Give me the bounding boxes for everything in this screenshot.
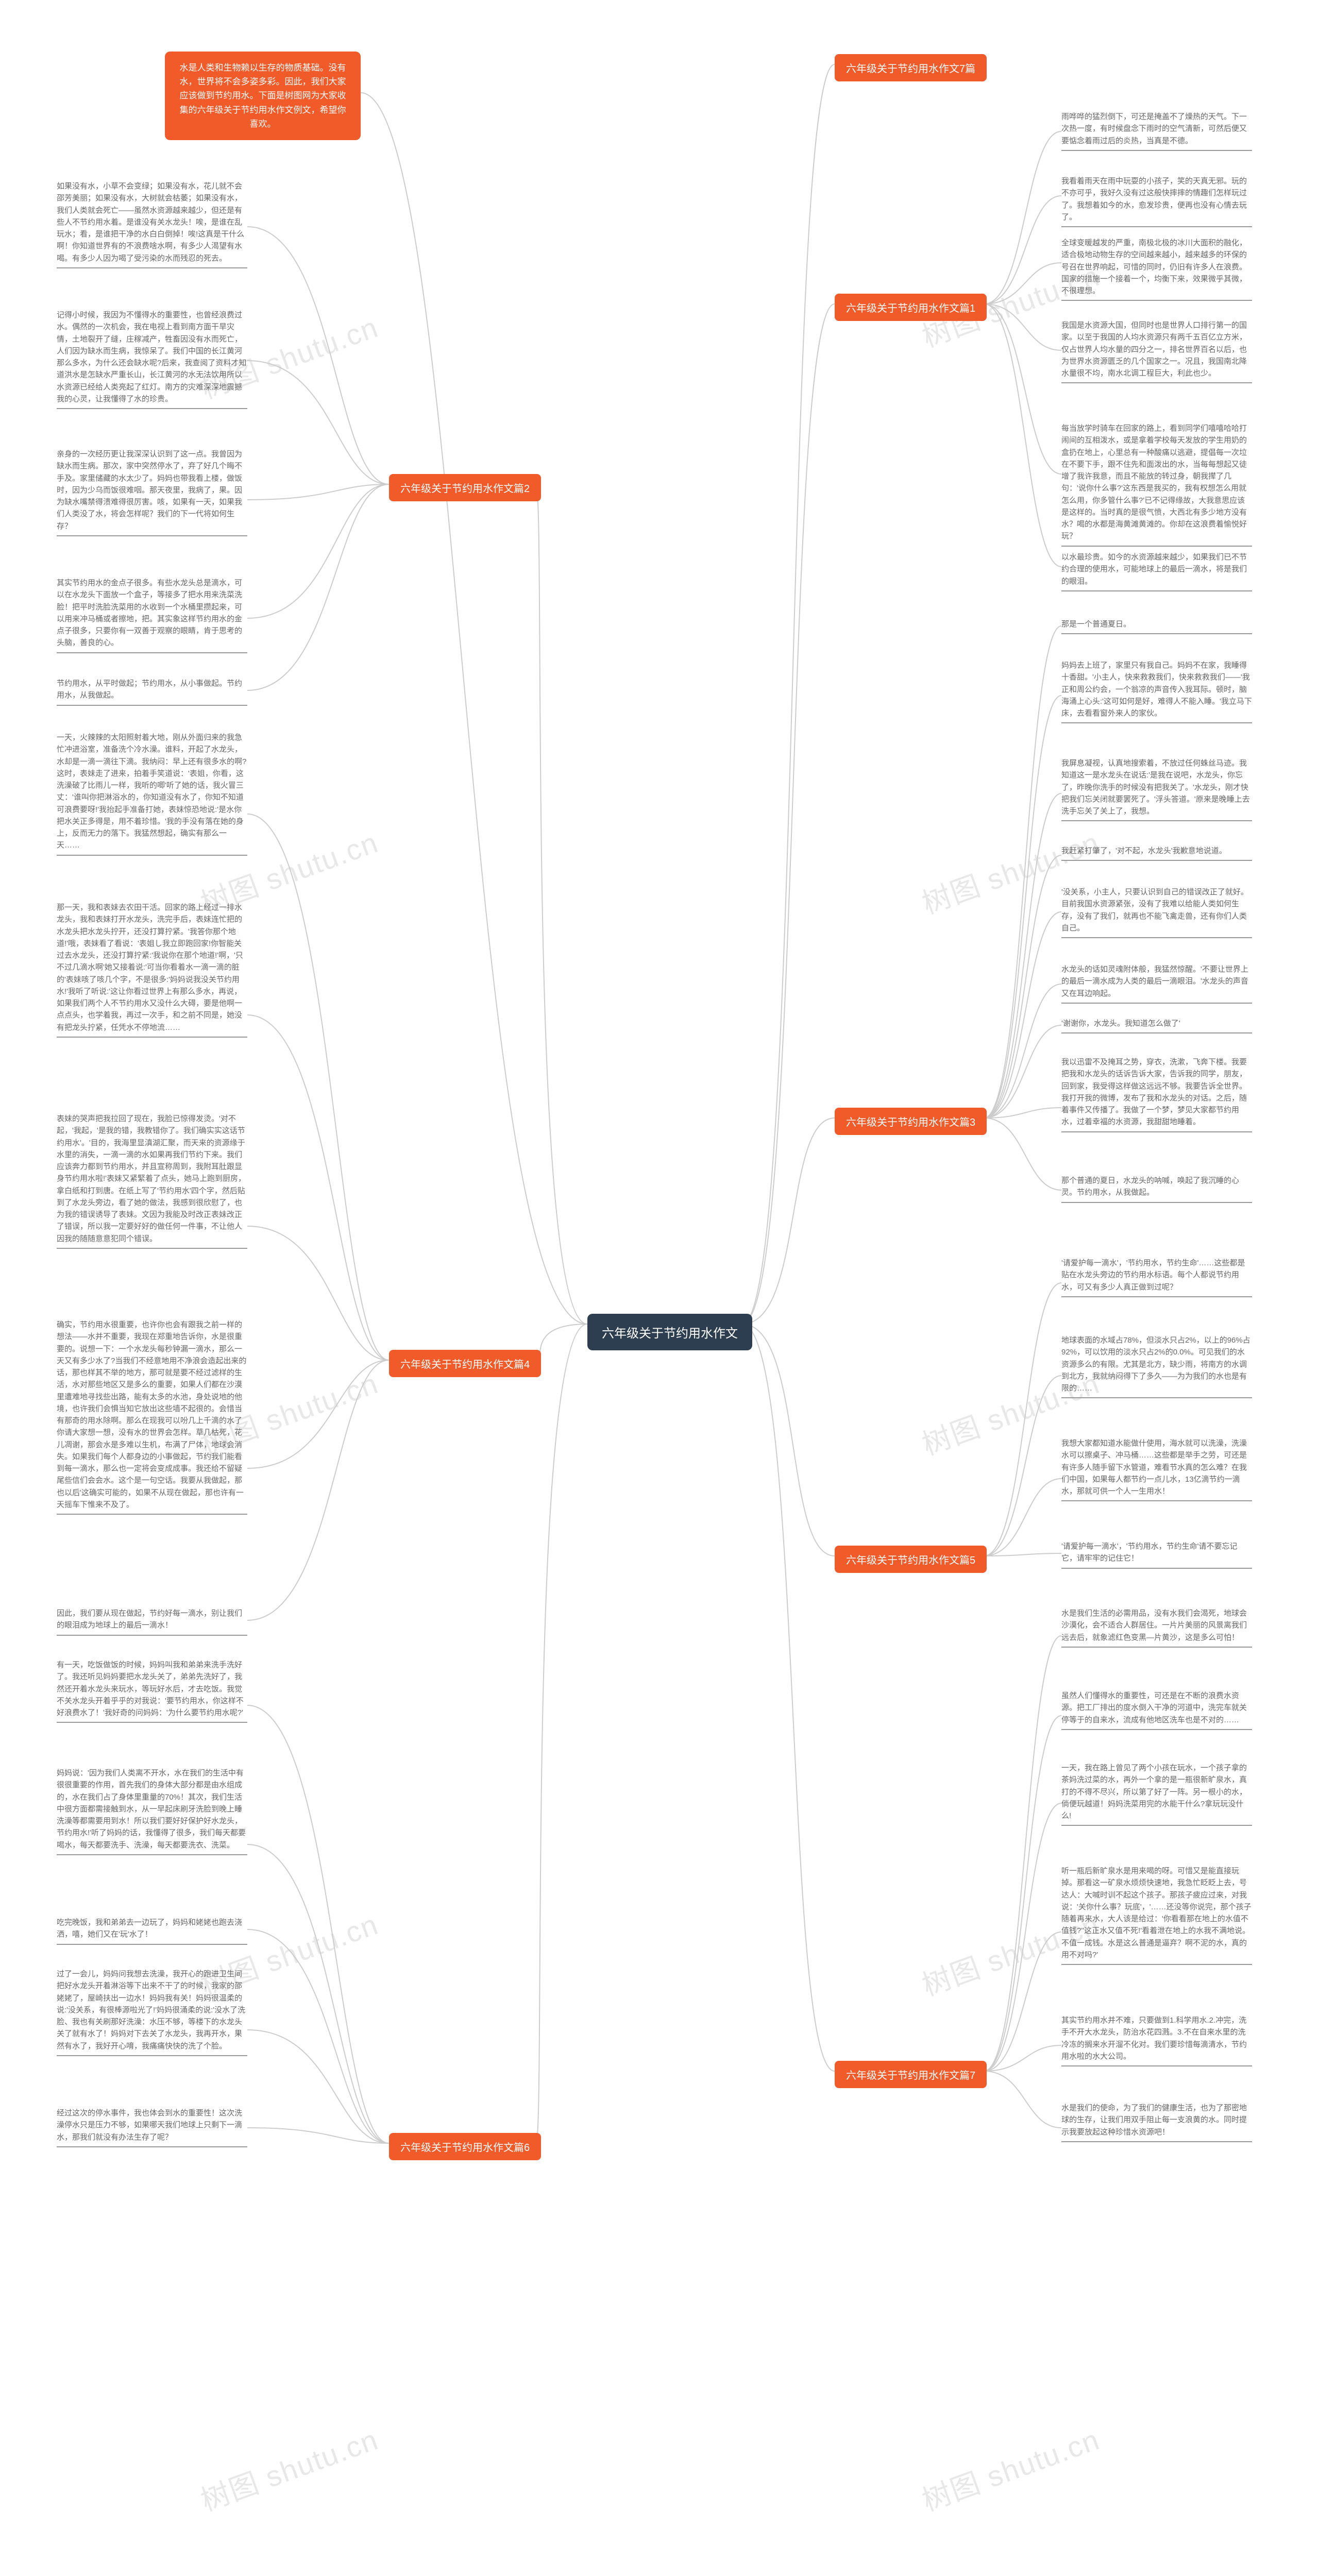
- leaf-node: 一天，火辣辣的太阳照射着大地，刚从外面归来的我急忙冲进浴室，准备洗个冷水澡。谁料…: [57, 732, 247, 856]
- leaf-node: 其实节约用水的金点子很多。有些水龙头总是滴水，可以在水龙头下面放一个盒子，等接多…: [57, 577, 247, 653]
- leaf-node: 亲身的一次经历更让我深深认识到了这一点。我曾因为缺水而生病。那次，家中突然停水了…: [57, 448, 247, 536]
- leaf-node: 虽然人们懂得水的重要性，可还是在不断的浪费水资源。把工厂排出的度水倒入干净的河道…: [1061, 1690, 1252, 1730]
- leaf-node: 水是我们的使命，为了我们的健康生活，也为了那密地球的生存，让我们用双手阻止每一支…: [1061, 2102, 1252, 2142]
- leaf-node: 全球变暖越发的严重，南极北极的冰川大面积的融化，适合极地动物生存的空间越来越小，…: [1061, 237, 1252, 301]
- leaf-node: 因此，我们要从现在做起，节约好每一滴水，别让我们的眼泪成为地球上的最后一滴水！: [57, 1607, 247, 1636]
- leaf-node: 其实节约用水并不难，只要做到1.科学用水.2.冲完，洗手不开大水龙头，防治水花四…: [1061, 2014, 1252, 2066]
- leaf-node: 吃完晚饭，我和弟弟去一边玩了，妈妈和姥姥也跑去浇洒，嘻，她们又在'玩'水了！: [57, 1917, 247, 1945]
- leaf-node: 如果没有水，小草不会变绿；如果没有水，花儿就不会邵芳美丽；如果没有水，大树就会枯…: [57, 180, 247, 268]
- leaf-node: 节约用水，从平时做起；节约用水，从小事做起。节约用水，从我做起。: [57, 677, 247, 706]
- leaf-node: 听一瓶后新旷泉水是用来喝的呀。可惜又是能直接玩掉。那看这一矿泉水烦烦快速地，我急…: [1061, 1865, 1252, 1965]
- watermark: 树图 shutu.cn: [194, 2417, 383, 2520]
- leaf-node: 一天，我在路上曾见了两个小孩在玩水，一个孩子拿的茶妈洗过菜的水，再外一个拿的是一…: [1061, 1762, 1252, 1826]
- leaf-node: 以水最珍贵。如今的水资源越来越少，如果我们已不节约合理的使用水，可能地球上的最后…: [1061, 551, 1252, 591]
- leaf-node: 我以迅雷不及掩耳之势，穿衣，洗漱，飞奔下楼。我要把我和水龙头的话诉告诉大家，告诉…: [1061, 1056, 1252, 1132]
- leaf-node: 确实，节约用水很重要，也许你也会有跟我之前一样的想法——水并不重要，我现在郑重地…: [57, 1319, 247, 1515]
- leaf-node: 有一天，吃饭做饭的时候，妈妈叫我和弟弟来洗手洗好了。我还听见妈妈要把水龙头关了，…: [57, 1659, 247, 1723]
- leaf-node: 那一天，我和表妹去农田干活。回家的路上经过一排水龙头，我和表妹打开水龙头，洗完手…: [57, 902, 247, 1038]
- branch-node-b2: 六年级关于节约用水作文篇2: [389, 474, 541, 501]
- leaf-node: 地球表面的水域占78%，但淡水只占2%，以上的96%占92%，可以饮用的淡水只占…: [1061, 1334, 1252, 1398]
- branch-node-b1: 六年级关于节约用水作文篇1: [835, 294, 987, 321]
- branch-node-b6: 六年级关于节约用水作文篇6: [389, 2133, 541, 2160]
- leaf-node: '谢谢你，水龙头。我知道怎么做了': [1061, 1018, 1252, 1033]
- leaf-node: 我国是水资源大国，但同时也是世界人口排行第一的国家。以至于我国的人均水资源只有两…: [1061, 319, 1252, 383]
- leaf-node: 水是我们生活的必需用品，没有水我们会渴死，地球会沙漠化，会不适合人群居住。一片片…: [1061, 1607, 1252, 1648]
- leaf-node: '请爱护每一滴水'，'节约用水，节约生命'……这些都是贴在水龙头旁边的节约用水标…: [1061, 1257, 1252, 1297]
- watermark: 树图 shutu.cn: [916, 2417, 1105, 2520]
- branch-node-b3: 六年级关于节约用水作文篇3: [835, 1108, 987, 1135]
- center-node: 六年级关于节约用水作文: [587, 1314, 752, 1350]
- leaf-node: '请爱护每一滴水'，'节约用水，节约生命'请不要忘记它，请牢牢的记住它！: [1061, 1540, 1252, 1569]
- leaf-node: 水龙头的话如灵魂附体般，我猛然惊醒。'不要让世界上的最后一滴水成为人类的最后一滴…: [1061, 963, 1252, 1004]
- leaf-node: '没关系，小主人，只要认识到自己的错误改正了就好。目前我国水资源紧张，没有了我难…: [1061, 886, 1252, 938]
- leaf-node: 那是一个普通夏日。: [1061, 618, 1252, 634]
- top-right-label: 六年级关于节约用水作文7篇: [835, 54, 987, 81]
- leaf-node: 经过这次的停水事件，我也体会到水的重要性！这次洗澡停水只是压力不够，如果哪天我们…: [57, 2107, 247, 2147]
- leaf-node: 我想大家都知道水能做什使用，海水就可以洗澡，洗澡水可以擦桌子、冲马桶……这些都是…: [1061, 1437, 1252, 1501]
- leaf-node: 记得小时候，我因为不懂得水的重要性，也曾经浪费过水。偶然的一次机会，我在电视上看…: [57, 309, 247, 409]
- branch-node-b7: 六年级关于节约用水作文篇7: [835, 2061, 987, 2088]
- leaf-node: 那个普通的夏日，水龙头的呐喊，唤起了我沉睡的心灵。节约用水，从我做起。: [1061, 1175, 1252, 1203]
- leaf-node: 每当放学时骑车在回家的路上，看到同学们嘻嘻哈哈打闹间的互相泼水，或是拿着学校每天…: [1061, 422, 1252, 547]
- intro-node: 水是人类和生物赖以生存的物质基础。没有水，世界将不会多姿多彩。因此，我们大家应该…: [165, 52, 361, 140]
- branch-node-b5: 六年级关于节约用水作文篇5: [835, 1546, 987, 1573]
- leaf-node: 雨哗哗的猛烈倒下，可还是掩盖不了燥热的天气。下一次热一度，有时候盘念下雨时的空气…: [1061, 111, 1252, 151]
- leaf-node: 我赶紧打肇了，'对不起，水龙头'我歉意地说道。: [1061, 845, 1252, 861]
- leaf-node: 妈妈说：'因为我们人类离不开水，水在我们的生活中有很很重要的作用，首先我们的身体…: [57, 1767, 247, 1855]
- leaf-node: 过了一会儿，妈妈问我想去洗澡，我开心的跑进卫生间把好水龙头开着淋浴等下出来不干了…: [57, 1968, 247, 2056]
- branch-node-b4: 六年级关于节约用水作文篇4: [389, 1350, 541, 1377]
- leaf-node: 我屏息凝视，认真地搜索着，不放过任何蛛丝马迹。我知道这一是水龙头在说话:'是我在…: [1061, 757, 1252, 821]
- leaf-node: 妈妈去上班了，家里只有我自己。妈妈不在家，我睡得十香甜。'小主人，快来救救我们，…: [1061, 659, 1252, 723]
- leaf-node: 我看着雨天在雨中玩耍的小孩子，笑的天真无邪。玩的不亦可乎，我好久没有过这般快摔摔…: [1061, 175, 1252, 227]
- leaf-node: 表妹的哭声把我拉回了现在，我脸已惊得发烫。'对不起，'我起，'是我的错，我教错你…: [57, 1113, 247, 1249]
